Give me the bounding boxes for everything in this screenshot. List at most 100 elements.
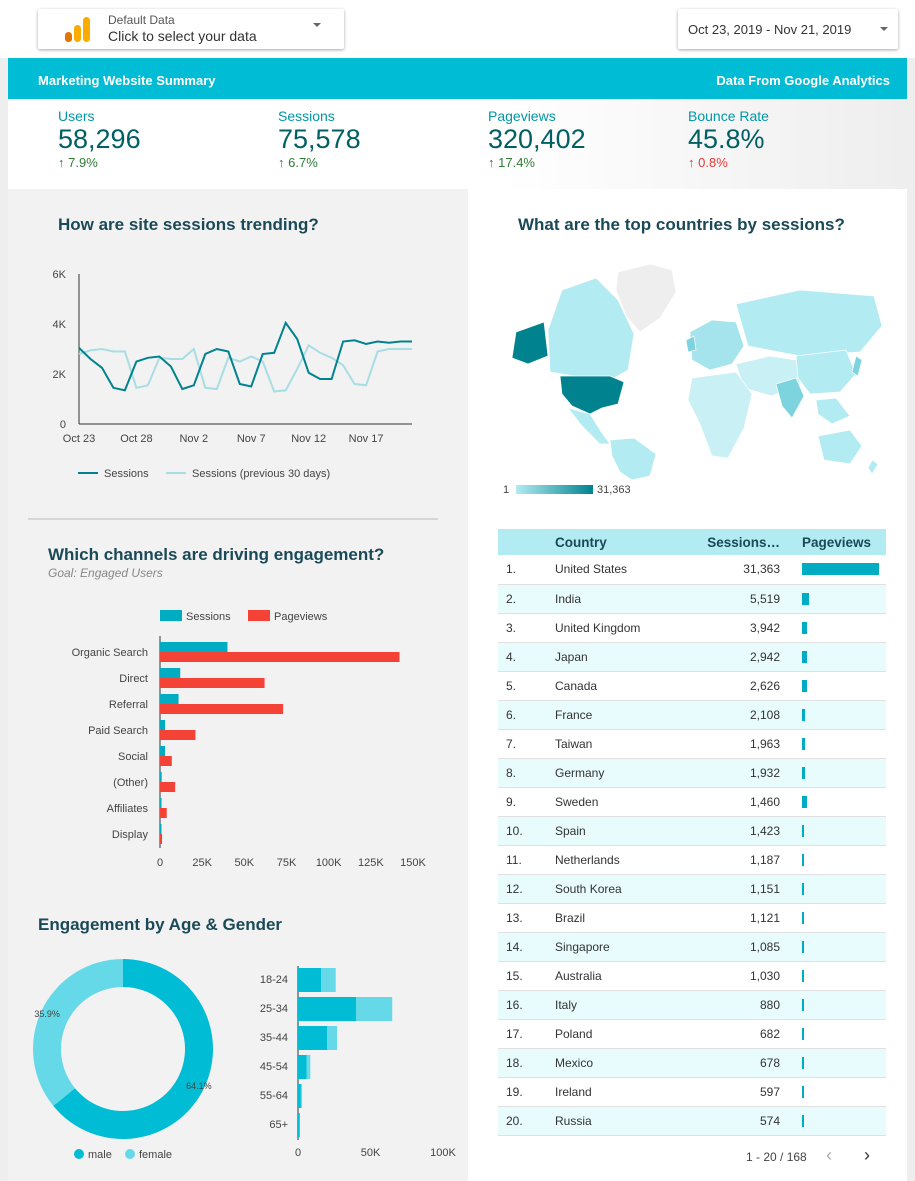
bar-female[interactable] (356, 997, 393, 1021)
map-region-australia[interactable] (817, 429, 863, 465)
map-region-mexico[interactable] (567, 407, 611, 445)
table-row[interactable]: 10. Spain 1,423 (498, 816, 886, 846)
chevron-right-icon[interactable]: › (864, 1145, 870, 1165)
scorecard-delta: 17.4% (498, 155, 535, 170)
scorecard-pageviews[interactable]: Pageviews 320,402 ↑ 17.4% (488, 108, 586, 170)
sessions-trend-chart[interactable]: 0 2K 4K 6K Oct 23 Oct 28 Nov 2 Nov 7 Nov 12 Nov 1… (40, 260, 430, 490)
series-line-sessions[interactable] (78, 320, 412, 392)
bar-male[interactable] (298, 1026, 327, 1050)
bar-sessions[interactable] (160, 746, 166, 756)
map-region-europe[interactable] (689, 319, 745, 371)
map-region-united-kingdom[interactable] (685, 335, 697, 353)
table-row[interactable]: 14. Singapore 1,085 (498, 932, 886, 962)
x-tick-label: 125K (358, 857, 384, 869)
bar-female[interactable] (299, 1113, 301, 1137)
date-range-selector[interactable]: Oct 23, 2019 - Nov 21, 2019 (678, 9, 898, 49)
scorecard-users[interactable]: Users 58,296 ↑ 7.9% (58, 108, 141, 170)
table-row[interactable]: 17. Poland 682 (498, 1019, 886, 1049)
bar-male[interactable] (298, 1055, 307, 1079)
donut-slice-female[interactable] (33, 959, 123, 1106)
bar-sessions[interactable] (160, 772, 162, 782)
donut-slice-male[interactable] (53, 959, 213, 1139)
bar-pageviews[interactable] (160, 808, 167, 818)
x-tick-label: 100K (430, 1147, 456, 1159)
pageviews-bar (802, 1114, 804, 1127)
table-row[interactable]: 19. Ireland 597 (498, 1077, 886, 1107)
map-region-africa[interactable] (687, 371, 753, 459)
table-row[interactable]: 8. Germany 1,932 (498, 758, 886, 788)
x-tick-label: 150K (400, 857, 426, 869)
scorecard-sessions[interactable]: Sessions 75,578 ↑ 6.7% (278, 108, 361, 170)
map-region-russia[interactable] (735, 289, 883, 357)
table-row[interactable]: 1. United States 31,363 (498, 555, 886, 585)
bar-pageviews[interactable] (160, 782, 176, 792)
map-region-canada[interactable] (547, 277, 635, 381)
table-row[interactable]: 18. Mexico 678 (498, 1048, 886, 1078)
data-source-selector[interactable]: Default Data Click to select your data (38, 9, 344, 49)
report-banner: Marketing Website Summary Data From Goog… (8, 58, 907, 99)
table-row[interactable]: 2. India 5,519 (498, 584, 886, 614)
table-row[interactable]: 7. Taiwan 1,963 (498, 729, 886, 759)
table-row[interactable]: 13. Brazil 1,121 (498, 903, 886, 933)
bar-pageviews[interactable] (160, 704, 284, 714)
table-row[interactable]: 6. France 2,108 (498, 700, 886, 730)
bar-sessions[interactable] (160, 798, 162, 808)
caret-down-icon[interactable] (313, 23, 321, 27)
bar-female[interactable] (306, 1055, 311, 1079)
channels-bar-chart[interactable]: Sessions Pageviews 0 25K 50K 75K 100K 125K 150… (30, 600, 450, 875)
table-pagination: 1 - 20 / 168 (746, 1150, 807, 1164)
bar-sessions[interactable] (160, 694, 179, 704)
bar-pageviews[interactable] (160, 834, 163, 844)
map-region-china[interactable] (795, 349, 857, 395)
table-row[interactable]: 12. South Korea 1,151 (498, 874, 886, 904)
header-sessions[interactable]: Sessions… (695, 529, 786, 555)
table-row[interactable]: 16. Italy 880 (498, 990, 886, 1020)
map-region-southeast-asia[interactable] (815, 397, 851, 425)
table-row[interactable]: 11. Netherlands 1,187 (498, 845, 886, 875)
header-country[interactable]: Country (555, 529, 695, 555)
bar-male[interactable] (298, 1113, 300, 1137)
scorecard-bounce-rate[interactable]: Bounce Rate 45.8% ↑ 0.8% (688, 108, 769, 170)
chevron-left-icon[interactable]: ‹ (826, 1145, 832, 1165)
x-tick-label: Nov 12 (291, 433, 326, 445)
row-country: United Kingdom (555, 613, 695, 643)
bar-female[interactable] (321, 968, 336, 992)
series-line-previous[interactable] (78, 343, 412, 393)
table-row[interactable]: 5. Canada 2,626 (498, 671, 886, 701)
bar-pageviews[interactable] (160, 678, 265, 688)
bar-male[interactable] (298, 1084, 301, 1108)
row-pageviews (786, 758, 886, 788)
scorecard-delta: 0.8% (698, 155, 728, 170)
bar-sessions[interactable] (160, 824, 162, 834)
bar-pageviews[interactable] (160, 730, 196, 740)
bar-sessions[interactable] (160, 642, 228, 652)
header-pageviews[interactable]: Pageviews (786, 529, 886, 555)
bar-pageviews[interactable] (160, 756, 172, 766)
bar-male[interactable] (298, 968, 322, 992)
map-region-greenland[interactable] (615, 263, 677, 333)
table-row[interactable]: 9. Sweden 1,460 (498, 787, 886, 817)
map-region-south-america[interactable] (609, 437, 657, 480)
bar-female[interactable] (300, 1084, 303, 1108)
category-label: Social (118, 751, 148, 763)
world-map-chart[interactable] (500, 260, 888, 480)
map-region-new-zealand[interactable] (867, 459, 879, 475)
table-row[interactable]: 20. Russia 574 (498, 1106, 886, 1136)
table-row[interactable]: 4. Japan 2,942 (498, 642, 886, 672)
table-row[interactable]: 3. United Kingdom 3,942 (498, 613, 886, 643)
map-region-alaska[interactable] (511, 321, 549, 365)
bar-female[interactable] (327, 1026, 338, 1050)
age-bar-chart[interactable]: 0 50K 100K 18-24 25-34 35-44 45-54 55-64 65+ (240, 958, 462, 1168)
row-sessions: 682 (695, 1019, 786, 1049)
bar-pageviews[interactable] (160, 652, 400, 662)
bar-male[interactable] (298, 997, 356, 1021)
table-row[interactable]: 15. Australia 1,030 (498, 961, 886, 991)
category-label: 35-44 (260, 1032, 288, 1044)
map-region-india[interactable] (775, 377, 805, 419)
map-region-united-states[interactable] (559, 375, 625, 415)
map-region-japan[interactable] (851, 355, 863, 377)
bar-sessions[interactable] (160, 720, 166, 730)
bar-sessions[interactable] (160, 668, 181, 678)
gender-donut-chart[interactable]: 64.1% 35.9% male female (28, 952, 223, 1167)
caret-down-icon[interactable] (880, 27, 888, 31)
